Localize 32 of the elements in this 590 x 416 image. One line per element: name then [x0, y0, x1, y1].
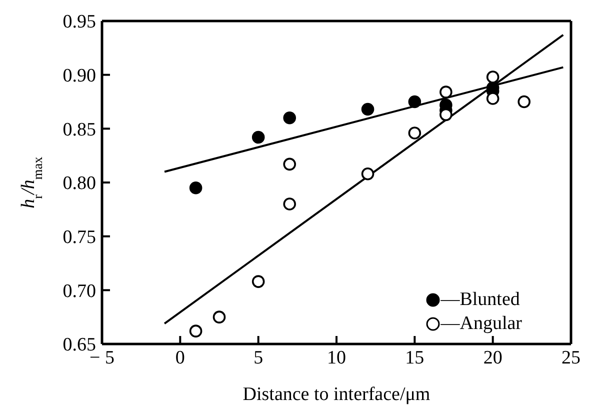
- point: [283, 158, 296, 171]
- point: [189, 181, 202, 194]
- point: [518, 95, 530, 108]
- legend-label: —Blunted: [440, 288, 520, 312]
- point: [440, 108, 452, 122]
- point: [189, 324, 202, 338]
- point: [486, 92, 500, 105]
- x-axis-title: Distance to interface/μm: [242, 384, 430, 405]
- point: [283, 112, 296, 124]
- point: [361, 102, 374, 116]
- point: [252, 275, 265, 288]
- y-tick-label: 0.75: [62, 227, 96, 248]
- point: [252, 130, 265, 144]
- y-tick-label: 0.90: [62, 66, 96, 87]
- x-tick-label: 20: [483, 347, 502, 368]
- y-tick-label: 0.95: [62, 12, 96, 33]
- y-tick-label: 0.80: [62, 173, 96, 194]
- x-tick-label: 10: [327, 347, 346, 368]
- x-tick-label: 0: [175, 347, 185, 368]
- x-tick-label: 5: [254, 347, 264, 368]
- x-tick-label: 25: [562, 347, 580, 368]
- y-tick-label: 0.85: [62, 119, 96, 140]
- x-tick-label: 15: [405, 347, 424, 368]
- point: [408, 126, 422, 140]
- point: [486, 70, 500, 84]
- legend-label: —Angular: [440, 312, 522, 336]
- y-tick-label: 0.70: [62, 280, 96, 302]
- point: [361, 167, 374, 180]
- point: [212, 310, 226, 324]
- point: [283, 198, 296, 210]
- point: [408, 95, 422, 108]
- point: [440, 86, 452, 98]
